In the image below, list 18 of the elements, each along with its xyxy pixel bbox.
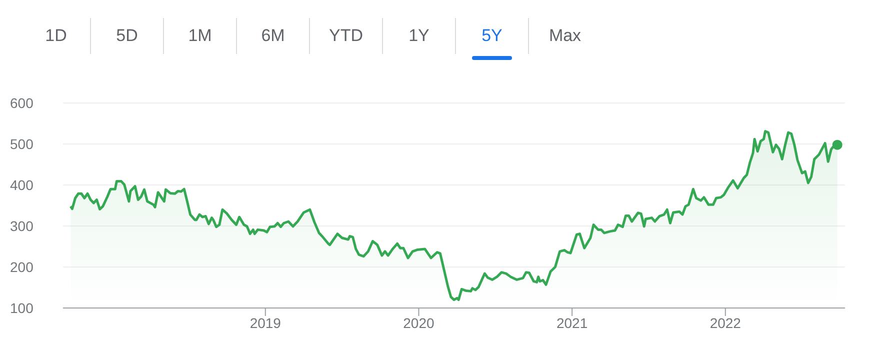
x-tick-label: 2019 [250, 314, 282, 331]
y-tick-label: 600 [10, 94, 34, 111]
y-tick-label: 400 [10, 176, 34, 193]
text: 5Y [482, 26, 502, 46]
x-tick-label: 2022 [710, 314, 742, 331]
y-tick-label: 300 [10, 218, 34, 234]
text: Max [548, 26, 582, 46]
text: 1M [188, 26, 212, 46]
text: 5D [116, 26, 138, 46]
x-tick-label: 2020 [403, 314, 435, 331]
text: YTD [329, 26, 363, 46]
x-tick-label: 2021 [556, 314, 588, 331]
y-tick-label: 500 [10, 136, 34, 152]
text: 6M [261, 26, 285, 46]
text: 1Y [408, 26, 430, 46]
y-tick-label: 200 [10, 258, 34, 275]
text: 1D [45, 26, 67, 46]
y-tick-label: 100 [10, 300, 34, 316]
